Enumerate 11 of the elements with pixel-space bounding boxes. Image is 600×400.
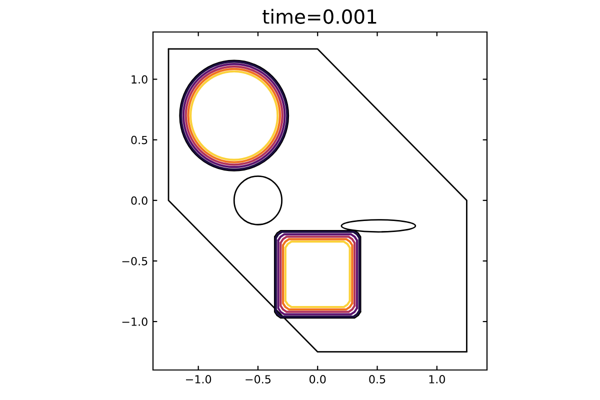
y-tick-label: 0.0 [131, 196, 148, 205]
y-tick-label: 0.5 [131, 136, 148, 144]
y-tick-label: 1.0 [132, 75, 148, 84]
x-tick-label: −0.5 [246, 375, 270, 384]
chart-title: time=0.001 [262, 8, 376, 24]
x-tick-label: 0.0 [310, 375, 326, 384]
x-tick-label: 1.0 [429, 375, 445, 384]
y-tick-label: −0.5 [122, 256, 148, 266]
y-tick-label: −1.0 [122, 318, 148, 326]
x-tick-label: −1.0 [186, 375, 212, 384]
x-tick-label: 0.5 [369, 375, 386, 384]
